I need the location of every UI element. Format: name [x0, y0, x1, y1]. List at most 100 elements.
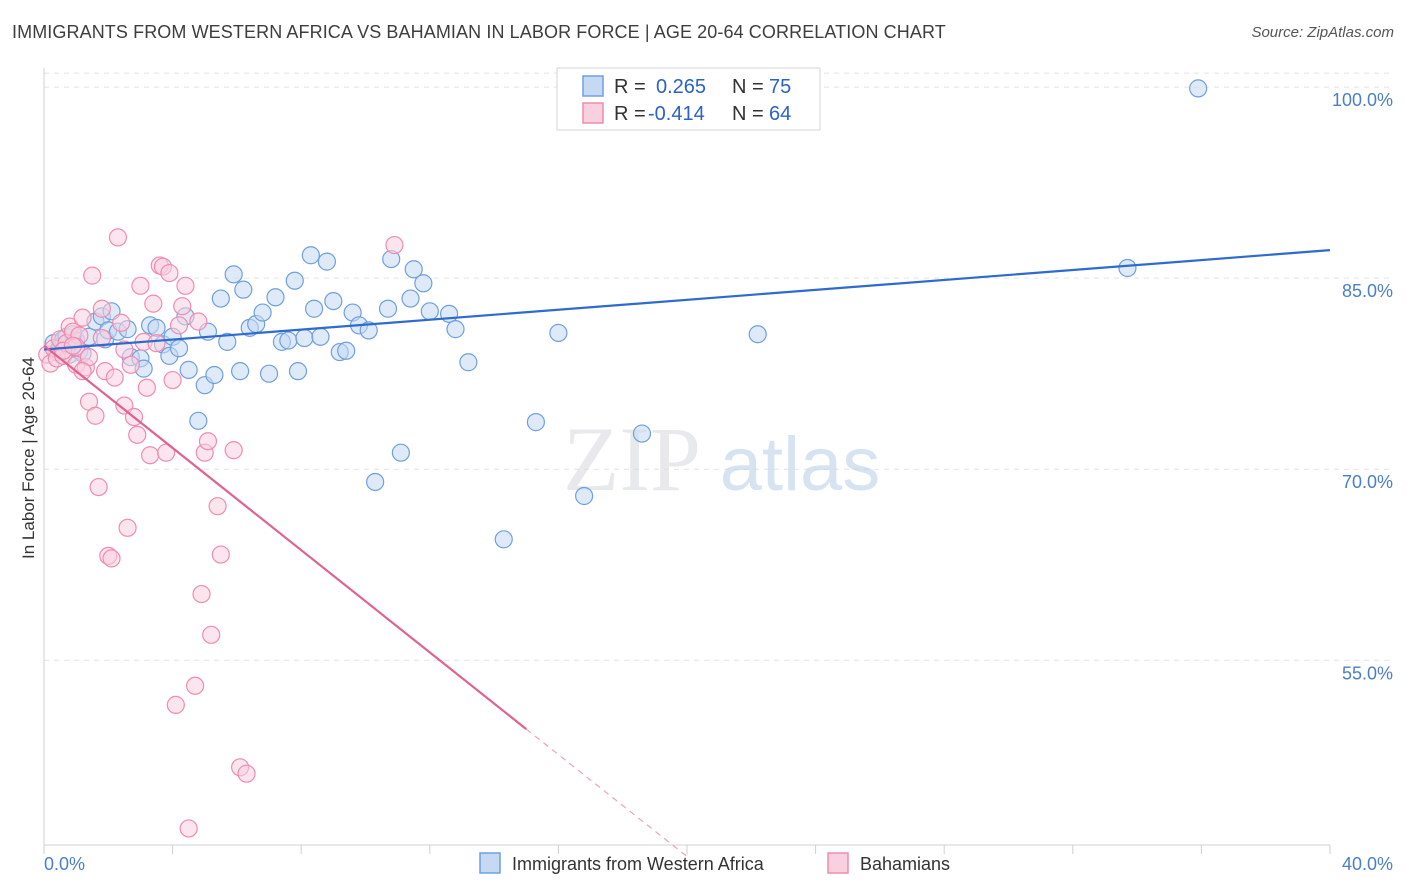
- point-series-2-34: [147, 334, 166, 353]
- point-series-2-45: [186, 676, 205, 695]
- point-series-2-11: [73, 308, 92, 327]
- point-series-2-31: [137, 378, 156, 397]
- point-series-1-54: [337, 341, 356, 360]
- point-series-1-52: [324, 292, 343, 311]
- legend-n-value-2: 64: [769, 103, 791, 125]
- point-series-2-38: [160, 263, 179, 283]
- bottom-legend-label-1: Immigrants from Western Africa: [512, 854, 765, 874]
- point-series-1-48: [301, 246, 320, 265]
- point-series-2-42: [173, 297, 192, 316]
- point-series-1-49: [304, 299, 324, 318]
- point-series-1-34: [218, 332, 237, 351]
- point-series-1-75: [1118, 258, 1137, 278]
- point-series-2-20: [102, 549, 121, 568]
- point-series-2-15: [86, 406, 105, 425]
- legend-n-label-2: N =: [732, 103, 764, 125]
- point-series-2-52: [211, 545, 230, 564]
- point-series-1-71: [549, 323, 568, 343]
- y-tick-label-55: 55.0%: [1342, 663, 1393, 683]
- legend-swatch-series-1: [582, 75, 604, 97]
- point-series-1-32: [205, 365, 224, 385]
- point-series-2-56: [385, 235, 404, 255]
- point-series-2-41: [169, 316, 189, 335]
- chart-source: Source: ZipAtlas.com: [1251, 24, 1394, 41]
- tick-labels: 55.0% 70.0% 85.0% 100.0% 0.0% 40.0%: [44, 90, 1393, 874]
- point-series-2-14: [83, 266, 102, 285]
- y-tick-label-70: 70.0%: [1342, 472, 1393, 492]
- point-series-1-35: [224, 265, 243, 284]
- point-series-2-63: [73, 362, 92, 381]
- point-series-2-61: [63, 336, 83, 355]
- point-series-2-29: [131, 276, 150, 295]
- legend-r-value-1: 0.265: [656, 76, 706, 98]
- bottom-legend-swatch-1: [479, 852, 501, 874]
- y-tick-label-100: 100.0%: [1332, 90, 1393, 110]
- bottom-legend: Immigrants from Western Africa Bahamians: [479, 852, 950, 874]
- point-series-1-33: [211, 289, 230, 308]
- point-series-1-46: [288, 362, 308, 381]
- trend-line-series-2: [43, 344, 527, 730]
- point-series-2-26: [121, 355, 140, 374]
- point-series-2-43: [176, 276, 195, 295]
- trend-line-series-1: [43, 249, 1331, 351]
- legend-r-label-2: R =: [614, 103, 646, 125]
- point-series-2-22: [108, 228, 128, 247]
- point-series-1-44: [279, 331, 298, 350]
- point-series-1-29: [189, 411, 208, 430]
- x-tick-label-min: 0.0%: [44, 854, 85, 874]
- point-series-1-65: [420, 302, 439, 321]
- watermark: ZIP atlas: [563, 408, 880, 510]
- point-series-2-51: [208, 497, 227, 516]
- legend-n-label-1: N =: [732, 76, 764, 98]
- point-series-1-64: [401, 289, 420, 308]
- point-series-1-73: [632, 424, 652, 443]
- point-series-2-59: [115, 340, 134, 359]
- point-series-1-58: [366, 472, 385, 492]
- point-series-2-25: [118, 518, 137, 537]
- point-series-2-50: [202, 625, 221, 644]
- point-series-2-44: [179, 819, 198, 838]
- point-series-1-63: [414, 274, 433, 293]
- axes: [43, 68, 1331, 854]
- point-series-2-53: [224, 441, 243, 460]
- bottom-legend-swatch-2: [827, 852, 849, 874]
- point-series-1-40: [253, 303, 272, 322]
- point-series-1-61: [391, 443, 410, 462]
- point-series-2-47: [192, 584, 211, 604]
- trend-lines: [43, 249, 1331, 857]
- point-series-1-41: [259, 364, 279, 383]
- point-series-2-62: [92, 328, 111, 348]
- point-series-2-46: [189, 312, 208, 331]
- bottom-legend-label-2: Bahamians: [860, 854, 950, 874]
- x-tick-label-max: 40.0%: [1342, 854, 1393, 874]
- point-series-2-21: [105, 368, 124, 387]
- point-series-2-23: [112, 313, 131, 332]
- point-series-1-51: [317, 252, 337, 271]
- point-series-1-22: [147, 318, 166, 337]
- point-series-2-40: [166, 695, 185, 714]
- point-series-2-49: [198, 432, 218, 451]
- point-series-1-72: [575, 486, 594, 506]
- point-series-2-32: [140, 446, 160, 465]
- point-series-2-55: [237, 764, 256, 783]
- point-series-1-50: [311, 327, 330, 346]
- point-series-1-70: [526, 413, 545, 432]
- point-series-2-39: [163, 370, 182, 390]
- point-series-1-42: [266, 288, 285, 307]
- chart-title: IMMIGRANTS FROM WESTERN AFRICA VS BAHAMI…: [12, 22, 946, 42]
- legend-n-value-1: 75: [769, 76, 791, 98]
- point-series-1-67: [446, 320, 465, 339]
- legend-r-label-1: R =: [614, 76, 646, 98]
- point-series-1-69: [494, 530, 513, 549]
- trend-line-extension-series-2: [525, 728, 688, 857]
- point-series-1-45: [285, 271, 304, 290]
- legend: R = 0.265 N = 75 R = -0.414 N = 64: [556, 67, 821, 131]
- point-series-1-76: [1189, 79, 1208, 98]
- point-series-1-37: [234, 280, 253, 299]
- point-series-1-68: [459, 353, 478, 372]
- point-series-2-17: [92, 299, 111, 318]
- legend-r-value-2: -0.414: [648, 103, 705, 125]
- point-series-2-16: [89, 477, 108, 497]
- point-series-1-59: [378, 299, 398, 318]
